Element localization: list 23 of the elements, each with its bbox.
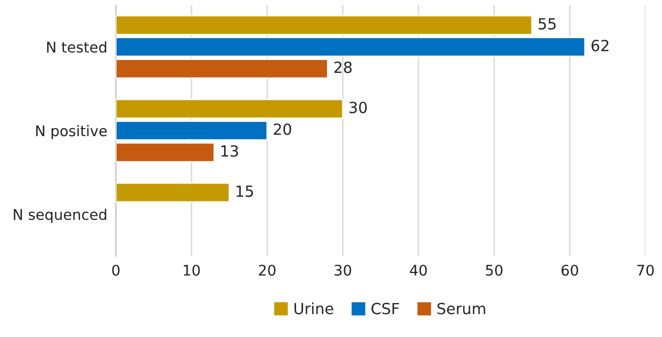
data-label: 30 <box>350 102 367 114</box>
data-label: 55 <box>538 18 556 30</box>
data-label: 28 <box>334 62 352 74</box>
x-tick-label: 10 <box>184 264 200 276</box>
y-tick-label: N sequenced <box>14 208 106 223</box>
legend-label: CSF <box>372 302 399 314</box>
x-tick-label: 70 <box>637 264 654 276</box>
bar <box>116 182 230 203</box>
data-label: 13 <box>221 145 238 157</box>
x-tick-label: 0 <box>112 264 120 276</box>
legend-label: Urine <box>294 302 334 314</box>
x-tick-label: 20 <box>258 264 276 276</box>
x-tick-label: 40 <box>410 264 427 276</box>
legend-label: Serum <box>437 302 486 314</box>
y-tick-label: N tested <box>47 41 106 53</box>
data-label: 62 <box>592 40 608 52</box>
bar <box>116 15 533 36</box>
data-label: 15 <box>236 186 253 197</box>
x-tick-label: 50 <box>486 264 502 276</box>
data-label: 20 <box>274 123 292 136</box>
y-tick-label: N positive <box>36 125 107 140</box>
x-tick-label: 30 <box>334 264 352 276</box>
x-tick-label: 60 <box>562 264 578 276</box>
